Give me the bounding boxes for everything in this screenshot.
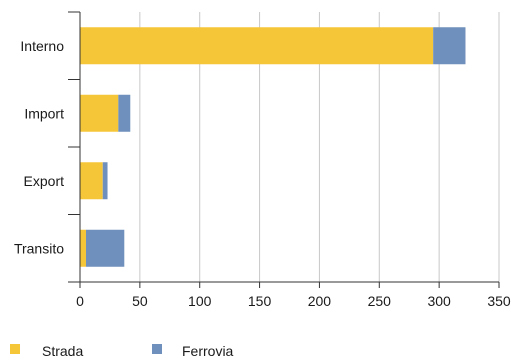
axes: [68, 11, 500, 288]
y-label-transito: Transito: [14, 240, 64, 256]
x-axis-labels: 0 50 100 150 200 250 300 350: [76, 293, 511, 309]
bar-import-ferrovia: [118, 94, 131, 132]
bar-interno-strada: [80, 27, 434, 65]
x-tick-label-300: 300: [427, 293, 451, 309]
x-tick-label-200: 200: [308, 293, 332, 309]
y-label-import: Import: [24, 105, 64, 121]
bar-transito-strada: [80, 229, 86, 267]
legend-swatch-strada: [10, 344, 20, 354]
bar-import-strada: [80, 94, 119, 132]
x-tick-label-0: 0: [76, 293, 84, 309]
y-label-interno: Interno: [20, 38, 64, 54]
y-label-export: Export: [24, 173, 65, 189]
bar-transito-ferrovia: [85, 229, 125, 267]
legend: Strada Ferrovia: [0, 338, 511, 360]
legend-swatch-ferrovia: [152, 344, 162, 354]
legend-label-ferrovia: Ferrovia: [182, 343, 234, 359]
x-tick-label-250: 250: [368, 293, 392, 309]
legend-label-strada: Strada: [42, 343, 84, 359]
bar-chart: Interno Import Export Transito 0 50 100 150 200…: [14, 11, 511, 309]
x-tick-label-350: 350: [487, 293, 511, 309]
bar-export-ferrovia: [102, 162, 108, 200]
bar-interno-ferrovia: [433, 27, 466, 65]
x-tick-label-50: 50: [132, 293, 148, 309]
bar-export-strada: [80, 162, 103, 200]
y-axis-labels: Interno Import Export Transito: [14, 38, 64, 257]
x-tick-label-100: 100: [188, 293, 212, 309]
bars: [80, 27, 466, 267]
x-tick-label-150: 150: [248, 293, 272, 309]
